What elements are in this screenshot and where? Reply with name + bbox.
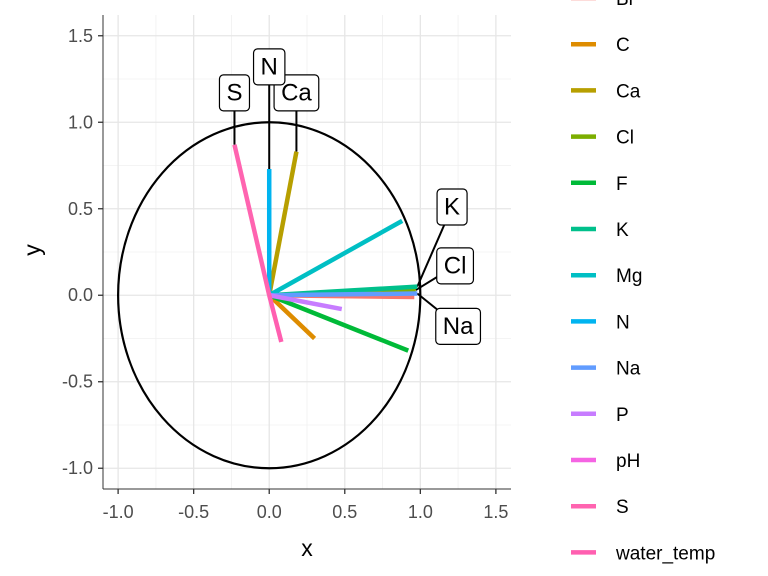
vector-c [267,293,317,341]
vector-ca [267,151,299,296]
y-tick-label: 1.5 [68,26,93,46]
vector-label-box [436,247,475,285]
legend-item-water_temp: water_temp [571,543,715,564]
legend-item-c: C [571,35,630,56]
legend-item-s: S [571,497,629,518]
vector-label-k: K [436,188,468,226]
vector-p [268,293,343,312]
legend-label: P [616,405,629,426]
legend-label: K [616,220,629,241]
legend-item-ph: pH [571,451,640,472]
legend-item-ca: Ca [571,81,641,102]
legend-label: C [616,35,630,56]
legend-label: S [616,497,629,518]
vector-label-layer: Ca Cl K N Na S [218,48,482,345]
y-axis-title: y [19,244,45,256]
vector-label-n: N [252,48,286,86]
vector-label-cl: Cl [436,247,475,285]
y-tick-label: -1.0 [62,458,93,478]
y-tick-label: 0.5 [68,199,93,219]
legend-label: pH [616,451,640,472]
legend-item-cl: Cl [571,128,634,149]
legend-label: Na [616,359,641,380]
legend-item-f: F [571,174,628,195]
y-tick-label: 0.0 [68,285,93,305]
x-axis-title: x [301,535,313,561]
vector-label-box [273,74,320,112]
vector-label-text: K [444,194,460,221]
vector-label-box [435,307,482,345]
x-tick-label: -0.5 [178,502,209,522]
vector-label-box [218,74,251,112]
vector-s [232,144,272,296]
x-tick-label: -1.0 [103,502,134,522]
vector-label-text: Cl [444,252,467,279]
legend-item-k: K [571,220,629,241]
vector-label-box [436,188,468,226]
legend-item-na: Na [571,359,641,380]
vector-label-text: N [261,53,278,80]
x-tick-label: 1.5 [483,502,508,522]
vector-na [269,291,418,298]
vector-water_temp [267,294,284,343]
legend-label: water_temp [615,543,715,564]
x-tick-label: 0.5 [332,502,357,522]
vector-label-ca: Ca [273,74,320,112]
legend-item-p: P [571,405,629,426]
vector-label-box [252,48,286,86]
vector-mg [268,218,404,298]
x-tick-label: 0.0 [257,502,282,522]
axes-layer: -1.0 -0.5 0.0 0.5 1.0 1.5 -1.0 -0.5 0.0 0.5 1.0 1.5 [62,15,511,522]
vector-label-text: Ca [281,79,312,106]
x-tick-label: 1.0 [408,502,433,522]
vector-label-s: S [218,74,251,112]
vector-label-text: S [226,79,242,106]
legend-label: N [616,312,630,333]
y-tick-label: -0.5 [62,372,93,392]
legend-label: Br [616,0,636,10]
legend-label: F [616,174,628,195]
vector-label-na: Na [435,307,482,345]
vector-label-text: Na [443,313,474,340]
legend-item-mg: Mg [571,266,642,287]
legend-label: Ca [616,81,641,102]
legend-label: Mg [616,266,642,287]
vector-layer [232,144,418,353]
legend-label: Cl [616,128,634,149]
legend-item-br: Br [571,0,636,10]
legend-item-n: N [571,312,630,333]
vector-f [268,293,410,353]
y-tick-label: 1.0 [68,112,93,132]
